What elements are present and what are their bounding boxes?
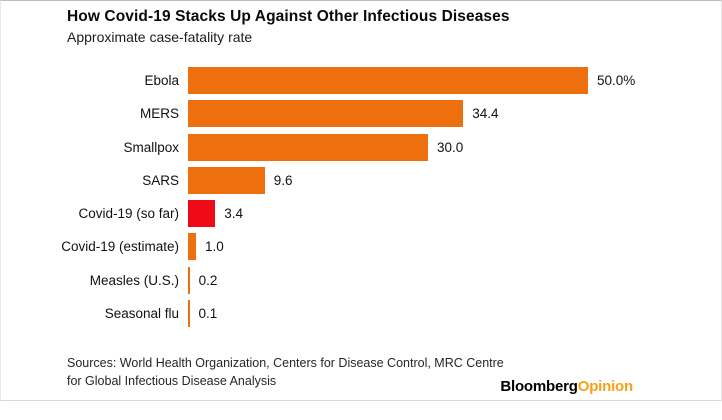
chart-row: Smallpox 30.0 bbox=[0, 131, 722, 164]
category-label: Covid-19 (estimate) bbox=[61, 239, 179, 255]
category-label: Measles (U.S.) bbox=[89, 272, 179, 288]
bar bbox=[188, 200, 216, 228]
chart-row: MERS 34.4 bbox=[0, 97, 722, 130]
bar-track: 0.1 bbox=[188, 299, 722, 327]
value-label: 1.0 bbox=[205, 239, 224, 255]
bar bbox=[188, 266, 190, 294]
bar bbox=[188, 100, 464, 128]
chart-row: Ebola 50.0% bbox=[0, 64, 722, 97]
logo-opinion: Opinion bbox=[577, 378, 633, 395]
category-label: Seasonal flu bbox=[104, 305, 179, 321]
chart-row: Measles (U.S.) 0.2 bbox=[0, 264, 722, 297]
bar-track: 30.0 bbox=[188, 133, 722, 161]
value-label: 0.2 bbox=[198, 272, 218, 288]
chart-row: Seasonal flu 0.1 bbox=[0, 297, 722, 330]
chart-row: SARS 9.6 bbox=[0, 164, 722, 197]
chart-row: Covid-19 (estimate) 1.0 bbox=[0, 230, 722, 263]
bar bbox=[188, 67, 588, 95]
logo-bloomberg: Bloomberg bbox=[500, 378, 578, 395]
sources-line-1: Sources: World Health Organization, Cent… bbox=[67, 356, 504, 370]
sources-note: Sources: World Health Organization, Cent… bbox=[67, 355, 504, 390]
value-label: 30.0 bbox=[437, 139, 464, 155]
bar bbox=[188, 299, 190, 327]
value-label: 50.0% bbox=[597, 73, 636, 89]
bar-track: 9.6 bbox=[188, 166, 722, 194]
value-label: 34.4 bbox=[472, 106, 499, 122]
value-label: 0.1 bbox=[198, 305, 218, 321]
value-label: 9.6 bbox=[273, 172, 293, 188]
category-label: SARS bbox=[142, 172, 179, 188]
chart-row: Covid-19 (so far) 3.4 bbox=[0, 197, 722, 230]
bar bbox=[188, 133, 428, 161]
bar-track: 34.4 bbox=[188, 100, 722, 128]
category-label: Ebola bbox=[144, 73, 179, 89]
bar-track: 1.0 bbox=[188, 233, 722, 261]
bloomberg-opinion-logo: BloombergOpinion bbox=[500, 378, 633, 395]
category-label: Smallpox bbox=[123, 139, 179, 155]
sources-line-2: for Global Infectious Disease Analysis bbox=[67, 373, 277, 388]
category-label: MERS bbox=[139, 106, 179, 122]
value-label: 3.4 bbox=[224, 206, 243, 222]
chart-title: How Covid-19 Stacks Up Against Other Inf… bbox=[67, 8, 510, 25]
category-label: Covid-19 (so far) bbox=[78, 206, 179, 222]
bar-track: 50.0% bbox=[188, 67, 722, 95]
bar-track: 0.2 bbox=[188, 266, 722, 294]
bar-chart: Ebola 50.0% MERS 34.4 Smallpox 30.0 SARS 9.6 Cov… bbox=[0, 64, 722, 330]
bar bbox=[188, 166, 265, 194]
bar-track: 3.4 bbox=[188, 200, 722, 228]
bar bbox=[188, 233, 196, 261]
chart-subtitle: Approximate case-fatality rate bbox=[67, 29, 253, 45]
